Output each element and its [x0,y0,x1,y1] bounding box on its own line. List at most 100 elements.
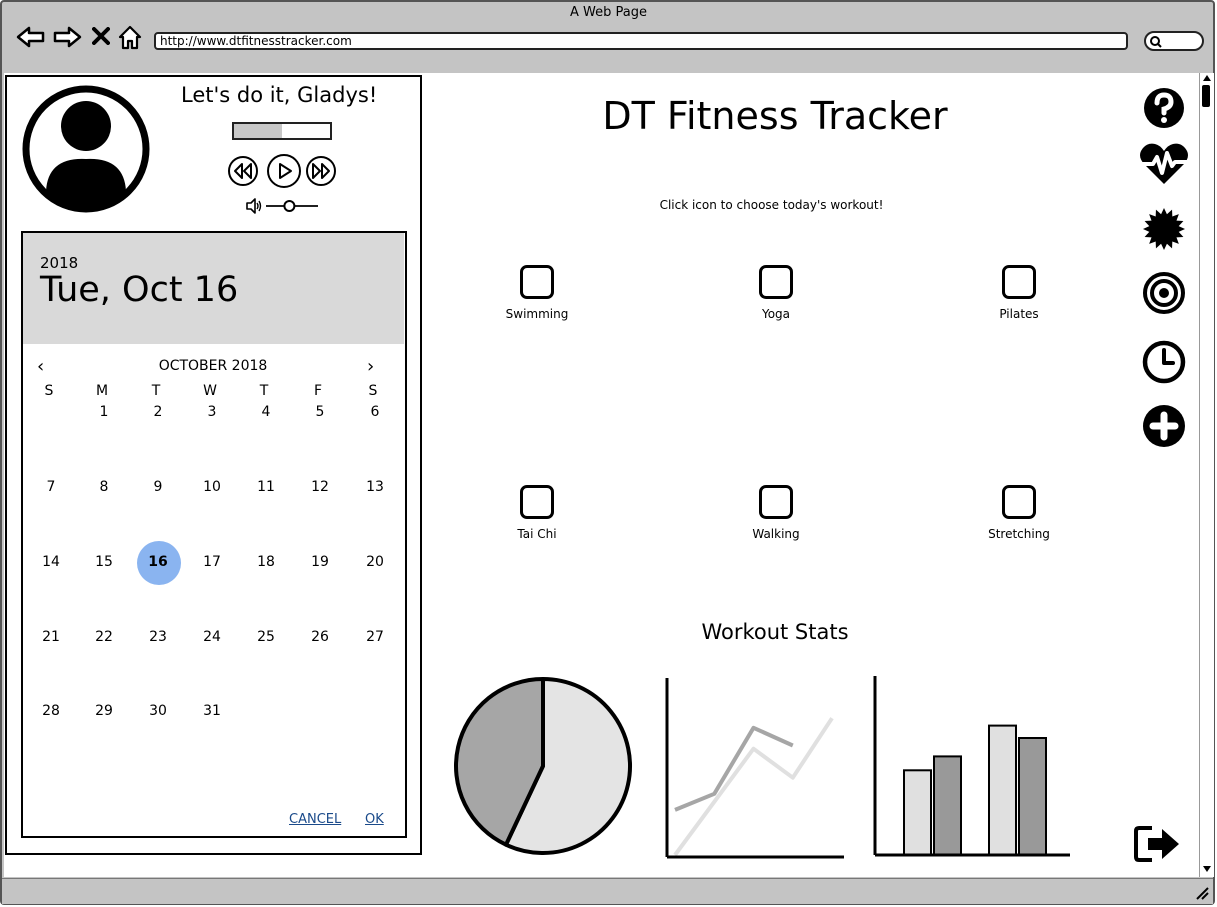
calendar-day[interactable]: 26 [311,629,329,645]
badge-icon[interactable] [1142,207,1186,251]
calendar-day[interactable]: 10 [203,479,221,495]
logout-icon[interactable] [1134,824,1182,864]
workout-option[interactable]: Swimming [477,265,597,321]
calendar-day[interactable]: 15 [95,554,113,570]
bar [933,755,962,856]
calendar-day[interactable]: 27 [366,629,384,645]
add-icon[interactable] [1142,404,1186,448]
pie-slice [454,677,545,847]
calendar-day[interactable]: 12 [311,479,329,495]
volume-slider[interactable] [264,198,320,214]
line-series [673,717,834,857]
calendar-day[interactable]: 23 [149,629,167,645]
calendar-day[interactable]: 3 [207,404,217,420]
weekday-header: W [203,383,217,399]
volume-knob[interactable] [283,200,296,212]
workout-option[interactable]: Walking [716,485,836,541]
workout-icon[interactable] [759,485,793,519]
date-picker-header [23,233,404,344]
search-icon [1150,36,1162,48]
workout-label: Tai Chi [517,527,557,541]
rewind-icon[interactable] [227,155,259,187]
calendar-day[interactable]: 20 [366,554,384,570]
next-month-button[interactable]: › [367,356,375,377]
workout-option[interactable]: Yoga [716,265,836,321]
calendar-day[interactable]: 24 [203,629,221,645]
calendar-day[interactable]: 4 [261,404,271,420]
calendar-day[interactable]: 25 [257,629,275,645]
calendar-year[interactable]: 2018 [40,254,79,272]
selected-day-highlight [137,541,181,585]
playback-progress-bar[interactable] [232,122,332,140]
weekday-header: T [151,383,161,399]
clock-icon[interactable] [1142,340,1186,384]
calendar-day[interactable]: 18 [257,554,275,570]
ok-button[interactable]: OK [365,812,384,827]
calendar-day[interactable]: 8 [99,479,109,495]
play-icon[interactable] [266,153,302,189]
line-series [674,725,794,812]
window-title: A Web Page [570,5,647,20]
scroll-up-icon[interactable] [1203,75,1211,81]
workout-option[interactable]: Tai Chi [477,485,597,541]
calendar-month-label: OCTOBER 2018 [158,358,268,374]
calendar-day[interactable]: 17 [203,554,221,570]
bar [1018,737,1047,856]
calendar-day[interactable]: 11 [257,479,275,495]
help-icon[interactable] [1142,86,1186,130]
calendar-day[interactable]: 13 [366,479,384,495]
calendar-day[interactable]: 1 [99,404,109,420]
calendar-day-selected[interactable]: 16 [148,554,168,570]
avatar [22,85,150,213]
calendar-day[interactable]: 7 [46,479,56,495]
greeting-text: Let's do it, Gladys! [181,83,378,107]
cancel-button[interactable]: CANCEL [289,812,342,827]
calendar-day[interactable]: 9 [153,479,163,495]
heartbeat-icon[interactable] [1138,141,1190,187]
workout-label: Yoga [761,307,791,321]
scroll-thumb[interactable] [1202,85,1210,107]
previous-month-button[interactable]: ‹ [37,356,45,377]
speaker-icon[interactable] [245,197,263,215]
forward-icon[interactable] [52,26,82,48]
workout-option[interactable]: Pilates [959,265,1079,321]
calendar-day[interactable]: 5 [315,404,325,420]
scroll-down-icon[interactable] [1203,866,1211,872]
bar [988,724,1017,856]
workout-label: Stretching [988,527,1050,541]
line-chart [665,678,844,859]
home-icon[interactable] [117,24,143,50]
workout-label: Swimming [505,307,569,321]
url-bar[interactable]: http://www.dtfitnesstracker.com [154,32,1128,50]
calendar-day[interactable]: 21 [42,629,60,645]
vertical-scrollbar[interactable] [1199,73,1214,877]
workout-icon[interactable] [520,485,554,519]
calendar-day[interactable]: 29 [95,703,113,719]
browser-search-field[interactable] [1144,31,1204,51]
workout-option[interactable]: Stretching [959,485,1079,541]
page-title: DT Fitness Tracker [602,94,948,138]
calendar-day[interactable]: 28 [42,703,60,719]
resize-grip-icon[interactable] [1195,886,1209,900]
pie-slice [503,677,633,855]
workout-icon[interactable] [1002,485,1036,519]
calendar-day[interactable]: 22 [95,629,113,645]
calendar-day[interactable]: 14 [42,554,60,570]
workout-icon[interactable] [1002,265,1036,299]
workout-icon[interactable] [759,265,793,299]
target-icon[interactable] [1142,271,1186,315]
close-icon[interactable] [92,27,110,45]
calendar-day[interactable]: 2 [153,404,163,420]
workout-label: Pilates [999,307,1039,321]
weekday-header: T [259,383,269,399]
workout-stats-title: Workout Stats [701,620,849,644]
workout-instruction: Click icon to choose today's workout! [659,198,884,212]
calendar-day[interactable]: 19 [311,554,329,570]
calendar-day[interactable]: 31 [203,703,221,719]
back-icon[interactable] [16,26,46,48]
calendar-day[interactable]: 30 [149,703,167,719]
weekday-header: S [44,383,54,399]
workout-icon[interactable] [520,265,554,299]
calendar-day[interactable]: 6 [370,404,380,420]
fast-forward-icon[interactable] [305,155,337,187]
